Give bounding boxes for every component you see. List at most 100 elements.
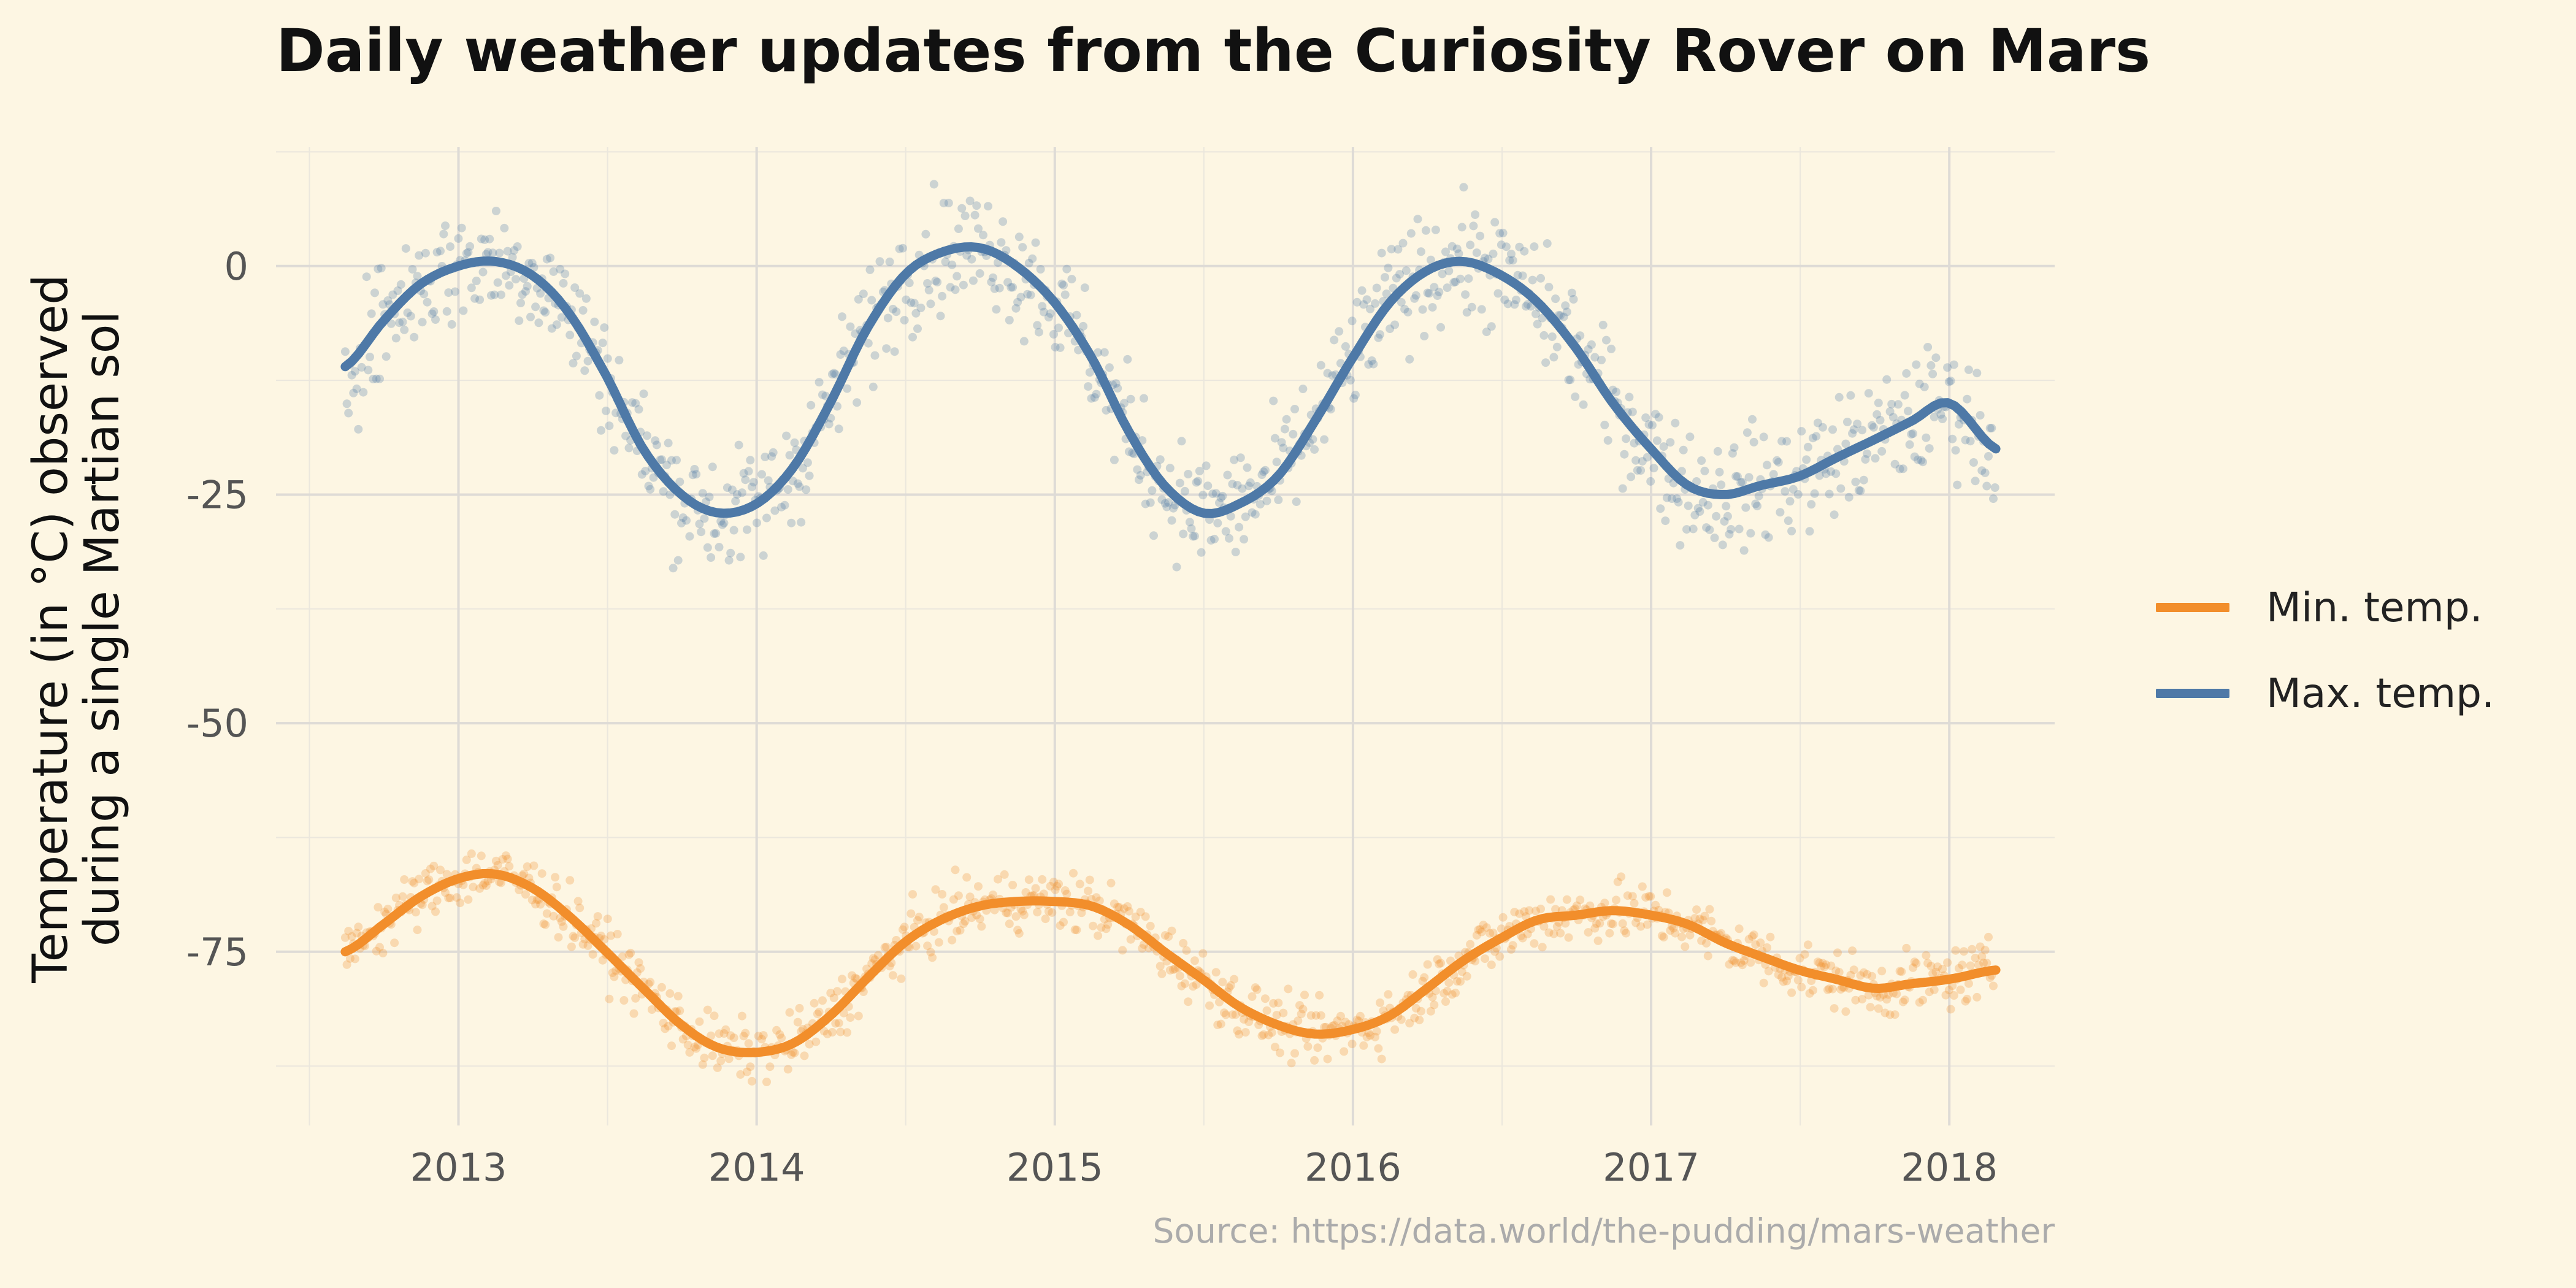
data-point-min-temp bbox=[1662, 888, 1671, 897]
data-point-min-temp bbox=[1700, 911, 1709, 921]
data-point-max-temp bbox=[951, 285, 960, 294]
data-point-max-temp bbox=[1508, 256, 1517, 265]
data-point-max-temp bbox=[1187, 524, 1196, 533]
data-point-max-temp bbox=[948, 260, 957, 269]
data-point-max-temp bbox=[708, 462, 717, 472]
data-point-min-temp bbox=[1252, 985, 1262, 994]
data-point-min-temp bbox=[1617, 872, 1626, 881]
data-point-min-temp bbox=[657, 983, 666, 992]
data-point-max-temp bbox=[398, 317, 407, 326]
data-point-min-temp bbox=[1084, 886, 1093, 895]
data-point-min-temp bbox=[1749, 930, 1758, 940]
data-point-min-temp bbox=[1123, 902, 1132, 911]
data-point-max-temp bbox=[1873, 410, 1882, 419]
data-point-max-temp bbox=[1085, 368, 1094, 377]
data-point-min-temp bbox=[1508, 941, 1517, 950]
data-point-max-temp bbox=[1607, 344, 1616, 353]
data-point-min-temp bbox=[1539, 922, 1549, 931]
data-point-min-temp bbox=[703, 1005, 712, 1014]
data-point-max-temp bbox=[1110, 455, 1119, 464]
data-point-min-temp bbox=[1552, 922, 1562, 931]
data-point-min-temp bbox=[1622, 929, 1631, 938]
data-point-max-temp bbox=[347, 370, 356, 380]
data-point-max-temp bbox=[447, 320, 456, 329]
data-point-min-temp bbox=[429, 861, 439, 870]
data-point-max-temp bbox=[1233, 481, 1242, 489]
data-point-max-temp bbox=[838, 312, 846, 321]
data-point-max-temp bbox=[1654, 413, 1663, 422]
data-point-min-temp bbox=[1102, 924, 1111, 933]
data-point-min-temp bbox=[1873, 992, 1882, 1001]
data-point-max-temp bbox=[415, 251, 424, 260]
data-point-max-temp bbox=[743, 525, 751, 534]
data-point-min-temp bbox=[1915, 998, 1924, 1007]
data-point-max-temp bbox=[1033, 321, 1042, 330]
data-point-max-temp bbox=[1476, 231, 1485, 240]
data-point-max-temp bbox=[665, 490, 675, 499]
data-point-min-temp bbox=[1925, 987, 1934, 997]
data-point-min-temp bbox=[775, 1030, 784, 1039]
data-point-min-temp bbox=[1951, 946, 1960, 955]
data-point-max-temp bbox=[572, 351, 581, 361]
data-point-max-temp bbox=[1876, 416, 1885, 424]
data-point-min-temp bbox=[619, 996, 629, 1005]
data-point-max-temp bbox=[1972, 369, 1982, 378]
data-point-max-temp bbox=[1689, 524, 1698, 534]
data-point-min-temp bbox=[1630, 899, 1639, 908]
data-point-min-temp bbox=[427, 902, 437, 911]
data-point-max-temp bbox=[1834, 393, 1844, 402]
data-point-max-temp bbox=[1700, 466, 1709, 475]
data-point-max-temp bbox=[685, 532, 694, 541]
data-point-min-temp bbox=[695, 1017, 704, 1026]
data-point-max-temp bbox=[1435, 288, 1444, 297]
data-point-min-temp bbox=[1457, 967, 1466, 976]
data-point-min-temp bbox=[1735, 924, 1744, 933]
data-point-min-temp bbox=[744, 1039, 753, 1048]
data-point-max-temp bbox=[559, 278, 568, 288]
data-point-max-temp bbox=[1647, 421, 1657, 430]
data-point-max-temp bbox=[1221, 527, 1230, 536]
data-point-max-temp bbox=[1100, 348, 1109, 357]
data-point-max-temp bbox=[843, 384, 852, 393]
data-point-max-temp bbox=[1148, 486, 1157, 495]
data-point-max-temp bbox=[746, 456, 755, 465]
data-point-min-temp bbox=[746, 1062, 755, 1071]
data-point-max-temp bbox=[374, 264, 383, 274]
data-point-max-temp bbox=[1390, 320, 1400, 329]
data-point-max-temp bbox=[910, 299, 919, 308]
data-point-min-temp bbox=[810, 999, 819, 1008]
data-point-max-temp bbox=[1531, 309, 1540, 318]
data-point-min-temp bbox=[1868, 972, 1877, 981]
data-point-min-temp bbox=[1311, 1011, 1321, 1020]
data-point-max-temp bbox=[999, 217, 1008, 226]
data-point-max-temp bbox=[1846, 391, 1855, 400]
data-point-max-temp bbox=[427, 309, 437, 318]
data-point-min-temp bbox=[1989, 981, 1998, 991]
data-point-min-temp bbox=[1092, 893, 1101, 902]
data-point-min-temp bbox=[1703, 951, 1712, 960]
data-point-min-temp bbox=[1600, 899, 1609, 908]
data-point-max-temp bbox=[410, 332, 419, 342]
data-point-max-temp bbox=[1919, 458, 1927, 467]
data-point-max-temp bbox=[1544, 283, 1554, 292]
data-point-min-temp bbox=[1069, 868, 1078, 878]
data-point-min-temp bbox=[1377, 1054, 1386, 1064]
data-point-min-temp bbox=[629, 1009, 638, 1018]
data-point-max-temp bbox=[1644, 420, 1654, 429]
data-point-max-temp bbox=[1633, 466, 1642, 475]
data-point-max-temp bbox=[627, 398, 637, 407]
data-point-max-temp bbox=[965, 196, 975, 205]
data-point-min-temp bbox=[1759, 978, 1768, 987]
data-point-max-temp bbox=[1393, 245, 1403, 254]
data-point-max-temp bbox=[1522, 302, 1530, 311]
data-point-min-temp bbox=[1864, 991, 1873, 1000]
data-point-max-temp bbox=[1518, 271, 1527, 280]
data-point-max-temp bbox=[1282, 415, 1291, 424]
data-point-max-temp bbox=[1785, 497, 1795, 506]
data-point-min-temp bbox=[1685, 930, 1695, 940]
data-point-max-temp bbox=[1963, 394, 1972, 404]
data-point-min-temp bbox=[1371, 1032, 1379, 1041]
data-point-max-temp bbox=[1989, 494, 1998, 504]
data-point-min-temp bbox=[380, 907, 389, 916]
data-point-min-temp bbox=[1751, 940, 1760, 949]
